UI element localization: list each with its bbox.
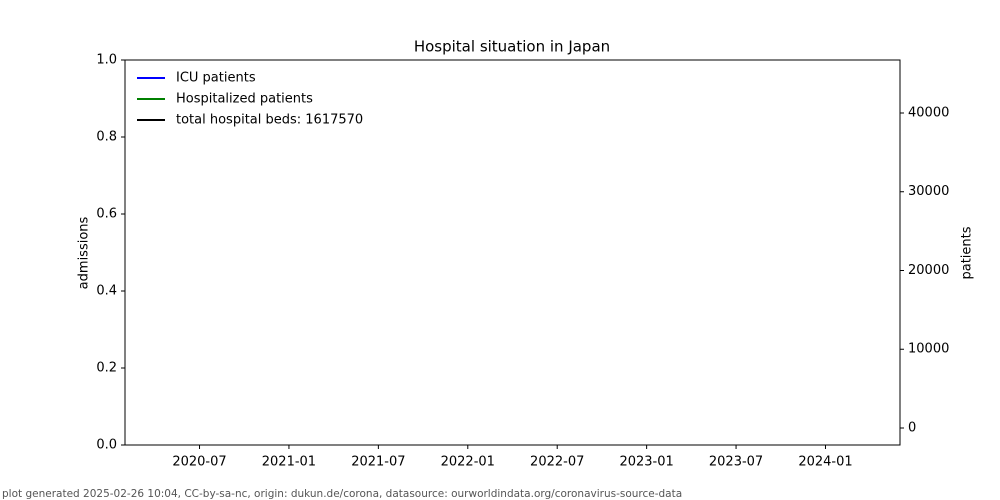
footer: plot generated 2025-02-26 10:04, CC-by-s… [2,488,682,500]
y-tick-label: 0.4 [96,284,117,299]
y2-axis-label: patients [960,226,975,279]
plot-frame [124,59,901,446]
y-tick-label: 0.0 [96,438,117,453]
x-tick-label: 2020-07 [172,455,226,470]
x-tick-label: 2024-01 [798,455,852,470]
y2-tick-label: 20000 [908,263,949,278]
legend-label: total hospital beds: 1617570 [176,113,363,128]
x-tick-label: 2021-07 [351,455,405,470]
x-tick-label: 2022-01 [441,455,495,470]
legend-label: Hospitalized patients [176,92,313,107]
y2-tick-label: 40000 [908,105,949,120]
x-tick-label: 2023-07 [709,455,763,470]
chart-title: Hospital situation in Japan [414,38,610,56]
x-tick-label: 2021-01 [262,455,316,470]
y2-tick-label: 0 [908,420,916,435]
y-tick-label: 0.8 [96,130,117,145]
y2-tick-label: 30000 [908,184,949,199]
y2-tick-label: 10000 [908,342,949,357]
y-tick-label: 1.0 [96,53,117,68]
legend-label: ICU patients [176,71,256,86]
y-tick-label: 0.2 [96,361,117,376]
y-axis-label: admissions [77,216,92,289]
x-tick-label: 2022-07 [530,455,584,470]
y-tick-label: 0.6 [96,207,117,222]
x-tick-label: 2023-01 [619,455,673,470]
